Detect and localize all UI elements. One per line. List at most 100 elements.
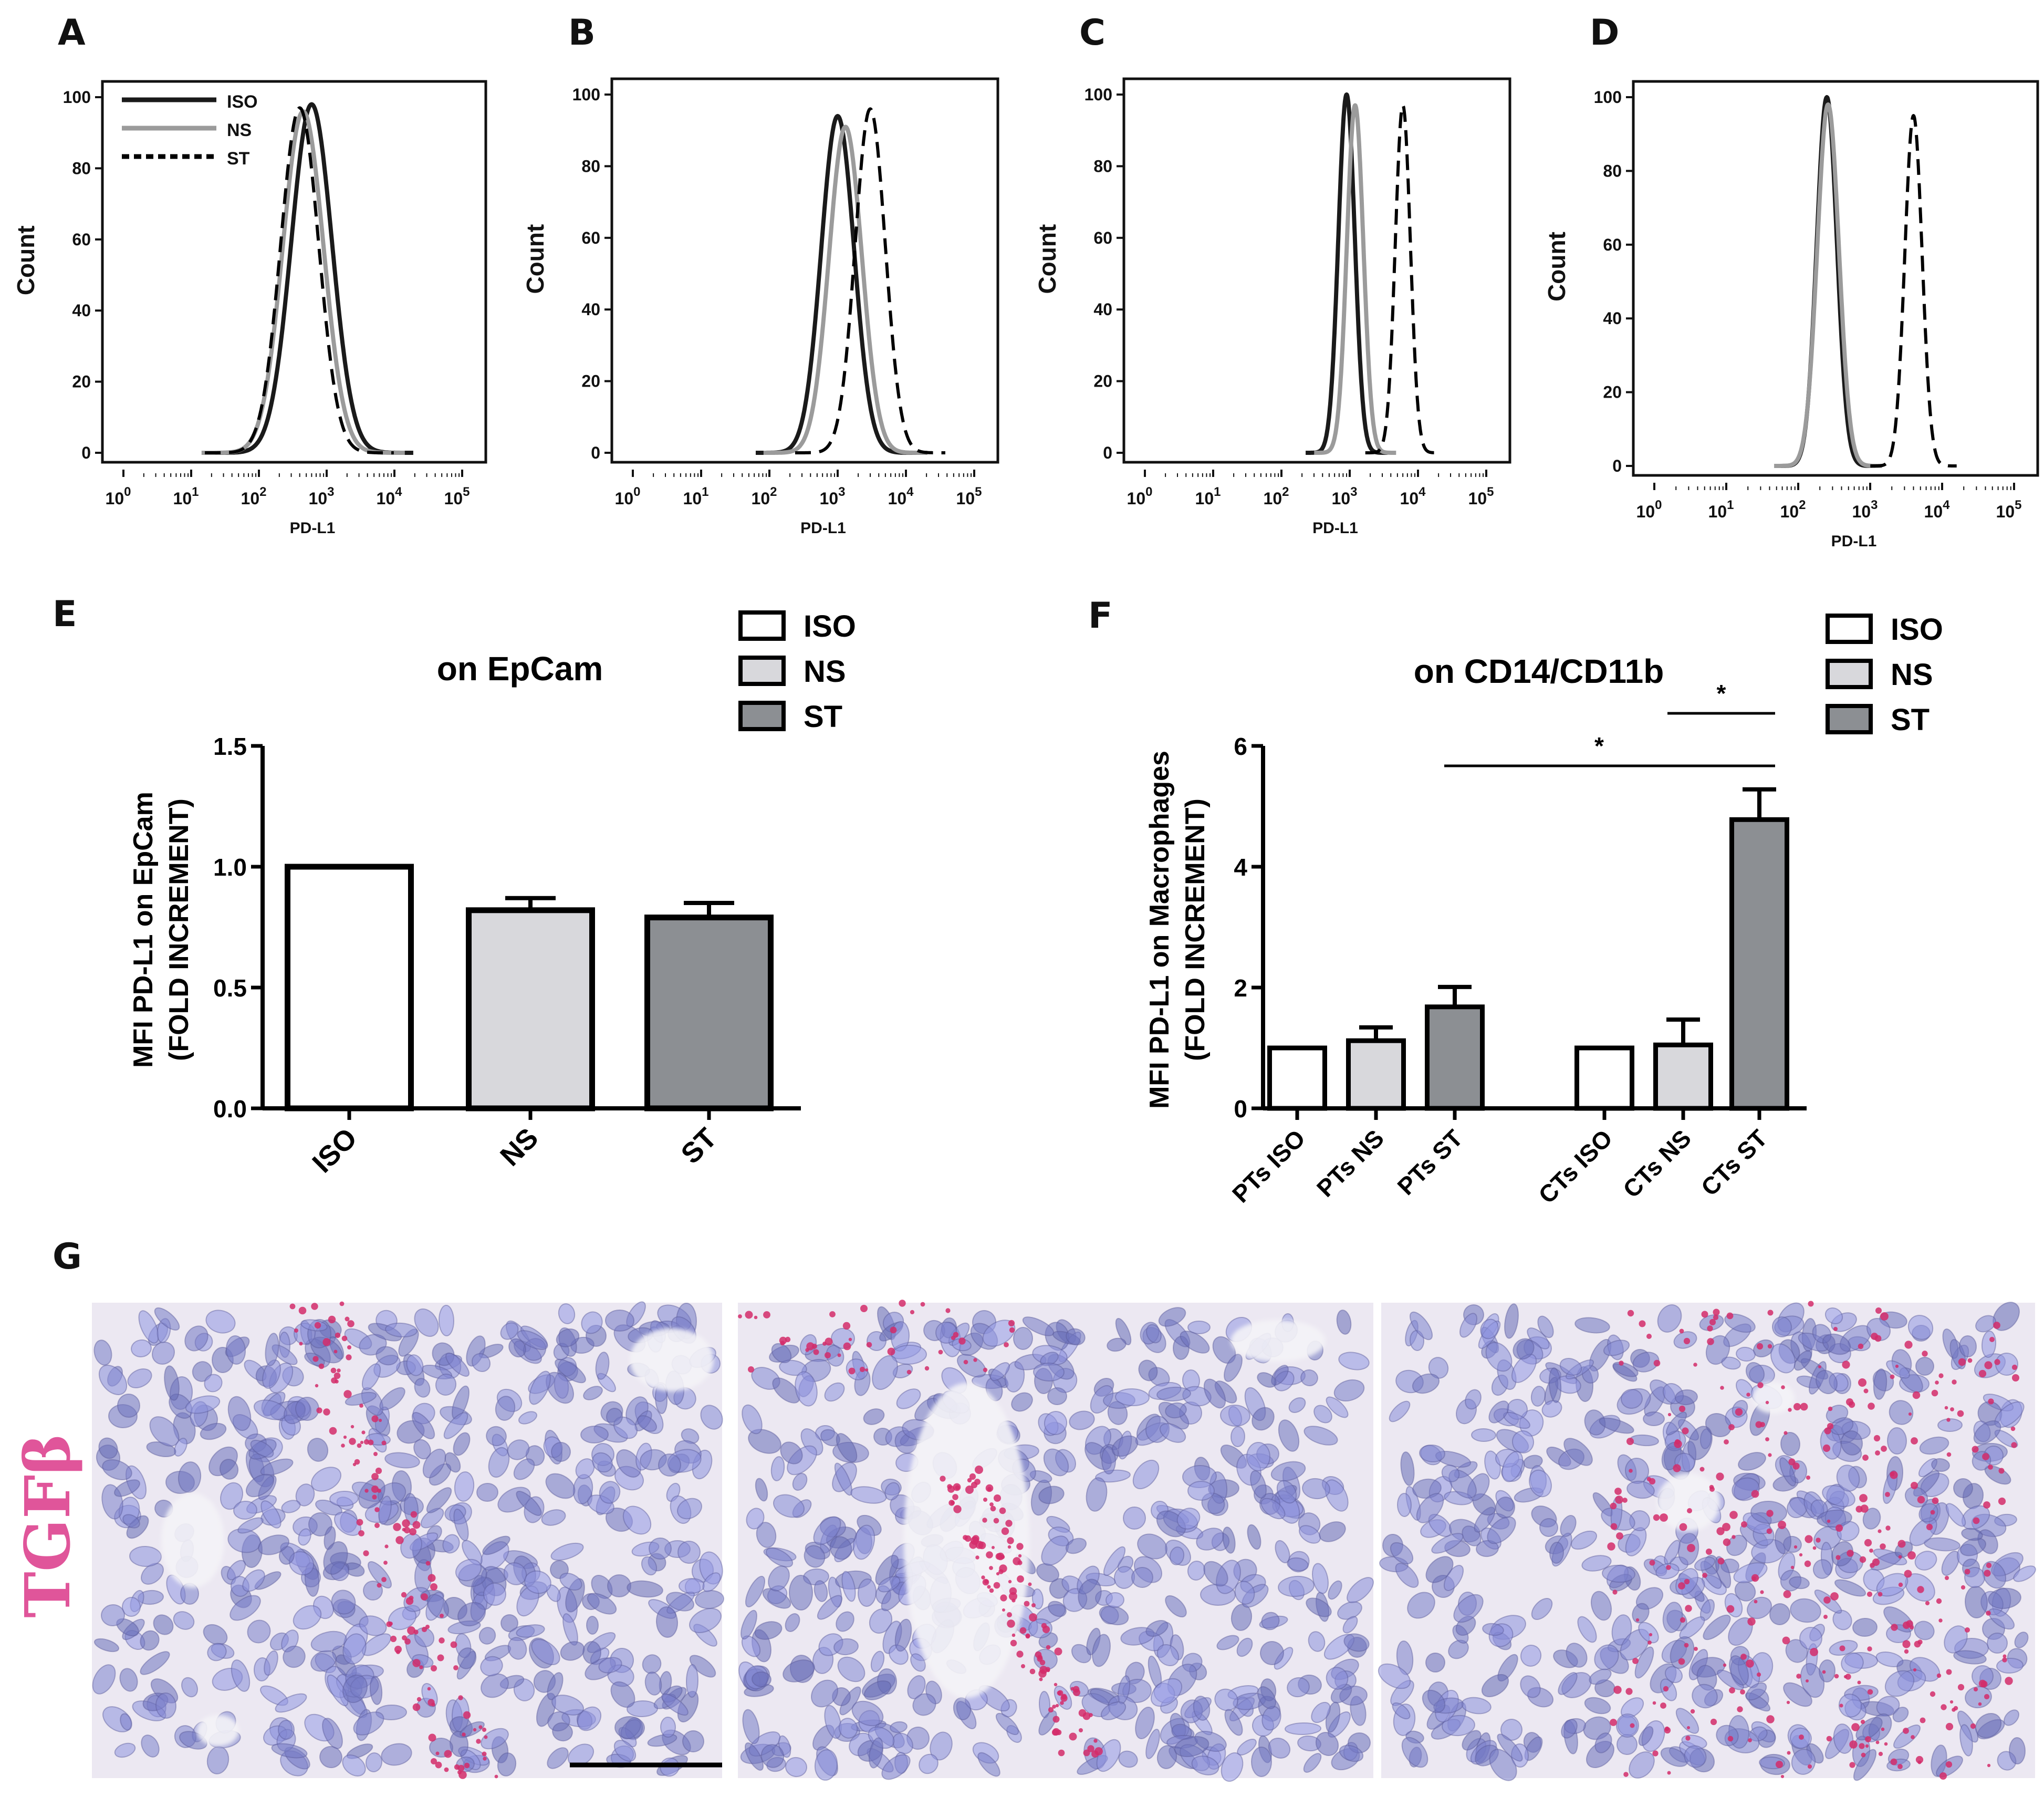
tgfb-signal-dot [358,1530,364,1536]
cell-nucleus [582,1641,601,1664]
cell-nucleus [1958,1335,1977,1357]
cell-nucleus [102,1459,132,1480]
tgfb-signal-dot [1994,1359,2000,1365]
tgfb-signal-dot [989,1588,994,1593]
tgfb-signal-dot [1619,1360,1624,1366]
cell-nucleus [122,1514,140,1529]
cell-nucleus [1220,1404,1250,1427]
tgfb-signal-dot [1799,1734,1804,1740]
cell-nucleus [1043,1448,1069,1477]
chart-title: on EpCam [437,650,603,688]
cell-nucleus [358,1478,385,1509]
tgfb-signal-dot [371,1486,379,1493]
tgfb-signal-dot [1818,1365,1821,1368]
cell-nucleus [1561,1719,1578,1739]
tgfb-signal-dot [359,1404,363,1408]
tgfb-signal-dot [1052,1705,1056,1709]
cell-nucleus [1975,1315,1996,1333]
cell-nucleus [385,1322,418,1338]
cell-nucleus [1165,1402,1187,1419]
tgfb-signal-dot [1870,1563,1875,1568]
cell-nucleus [1325,1479,1349,1512]
cell-nucleus [555,1358,586,1384]
tgfb-signal-dot [887,1347,895,1356]
cell-nucleus [1594,1732,1612,1753]
tgfb-signal-dot [1973,1517,1980,1524]
cell-nucleus [1684,1745,1707,1768]
cell-nucleus [1230,1426,1246,1447]
cell-nucleus [1852,1617,1878,1637]
y-tick-label: 1.0 [213,854,247,881]
tgfb-signal-dot [476,1739,481,1744]
cell-nucleus [231,1659,251,1692]
cell-nucleus [1655,1563,1680,1580]
x-tick-label: 100 [106,485,131,508]
cell-nucleus [331,1590,356,1615]
tgfb-signal-dot [1630,1723,1635,1728]
cell-nucleus [1511,1354,1537,1383]
tgfb-signal-dot [1009,1587,1017,1595]
chart-title: on CD14/CD11b [1414,652,1664,690]
cell-nucleus [1703,1614,1731,1640]
tgfb-signal-dot [974,1479,981,1485]
cell-nucleus [420,1508,444,1529]
tgfb-signal-dot [1652,1750,1659,1757]
cell-nucleus [1889,1400,1914,1425]
tgfb-signal-dot [1946,1418,1951,1422]
tgfb-signal-dot [1622,1498,1628,1503]
tgfb-signal-dot [1915,1756,1924,1764]
tgfb-signal-dot [1970,1723,1976,1729]
cell-nucleus [1995,1353,2018,1376]
tgfb-signal-dot [1019,1627,1027,1634]
cell-nucleus [762,1588,791,1609]
cell-nucleus [1400,1451,1415,1486]
y-tick-label: 0 [81,443,91,462]
cell-nucleus [1548,1367,1562,1403]
cell-nucleus [1066,1328,1086,1346]
tgfb-signal-dot [1796,1674,1801,1679]
tgfb-signal-dot [865,1368,868,1372]
tgfb-signal-dot [1911,1437,1918,1445]
tgfb-signal-dot [1639,1320,1646,1327]
cell-nucleus [368,1323,402,1342]
tgfb-signal-dot [1087,1745,1094,1752]
tgfb-side-label: TGFβ [11,1434,84,1618]
cell-nucleus [919,1753,938,1774]
legend-label-st: ST [227,149,250,169]
tgfb-signal-dot [1768,1453,1772,1457]
cell-nucleus [1224,1354,1243,1382]
cell-nucleus [1621,1388,1643,1409]
cell-nucleus [513,1458,535,1480]
tgfb-signal-dot [1751,1574,1759,1582]
cell-nucleus [117,1394,141,1418]
tgfb-signal-dot [969,1541,977,1549]
tgfb-signal-dot [924,1366,930,1371]
bar-iso [285,864,414,1112]
cell-nucleus [1841,1652,1864,1674]
cell-nucleus [1312,1563,1329,1594]
cell-nucleus [1191,1756,1219,1775]
tgfb-signal-dot [1623,1772,1629,1777]
cell-nucleus [1489,1749,1517,1781]
cell-nucleus [1326,1396,1349,1418]
tissue-lumen [1657,1473,1720,1532]
cell-nucleus [406,1354,424,1376]
tgfb-signal-dot [1875,1740,1880,1744]
tgfb-signal-dot [1008,1580,1012,1584]
tgfb-signal-dot [1048,1707,1054,1713]
cell-nucleus [1975,1712,2002,1739]
tgfb-signal-dot [989,1502,994,1507]
cell-nucleus [245,1473,275,1498]
x-tick-label: 103 [1852,498,1878,521]
tgfb-signal-dot [2012,1374,2019,1381]
tgfb-signal-dot [1678,1658,1685,1665]
tgfb-signal-dot [339,1301,345,1306]
tgfb-signal-dot [1664,1726,1670,1731]
tgfb-signal-dot [482,1751,487,1757]
y-tick-label: 40 [72,301,91,320]
cell-nucleus [1886,1360,1910,1379]
cell-nucleus [411,1412,435,1439]
x-axis-label: PD-L1 [1312,520,1358,537]
cell-nucleus [508,1338,526,1358]
cell-nucleus [1036,1563,1060,1583]
